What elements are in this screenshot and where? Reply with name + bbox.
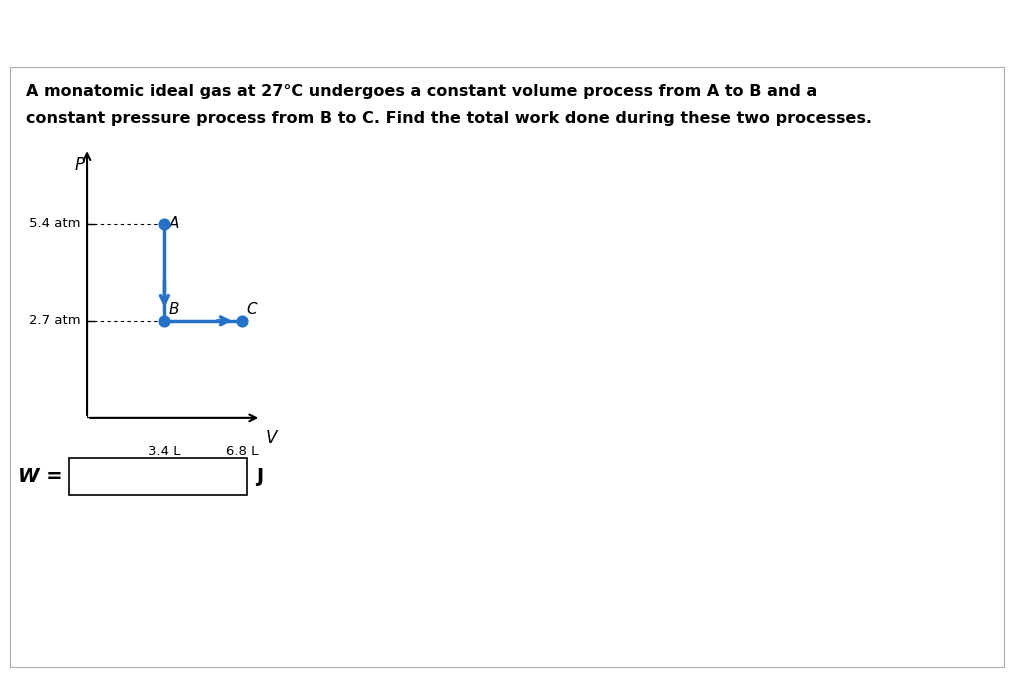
- Text: C: C: [246, 302, 256, 317]
- Text: 1 out of 8 attempts: 1 out of 8 attempts: [717, 38, 912, 55]
- Text: 2.7 atm: 2.7 atm: [29, 314, 80, 328]
- Point: [157, 218, 173, 229]
- Text: 5.4 atm: 5.4 atm: [29, 217, 80, 231]
- Text: 6.8 L: 6.8 L: [225, 445, 258, 458]
- Text: P: P: [74, 156, 84, 175]
- Text: constant pressure process from B to C. Find the total work done during these two: constant pressure process from B to C. F…: [26, 111, 871, 126]
- Text: A monatomic ideal gas at 27°C undergoes a constant volume process from A to B an: A monatomic ideal gas at 27°C undergoes …: [26, 84, 817, 99]
- Point: [233, 315, 250, 326]
- Text: J: J: [256, 467, 263, 487]
- FancyBboxPatch shape: [69, 458, 247, 495]
- Text: 3.4 L: 3.4 L: [148, 445, 180, 458]
- Text: A: A: [169, 216, 179, 231]
- Point: [157, 315, 173, 326]
- Text: V: V: [265, 429, 276, 447]
- Text: B: B: [169, 302, 179, 317]
- Text: W =: W =: [17, 467, 62, 487]
